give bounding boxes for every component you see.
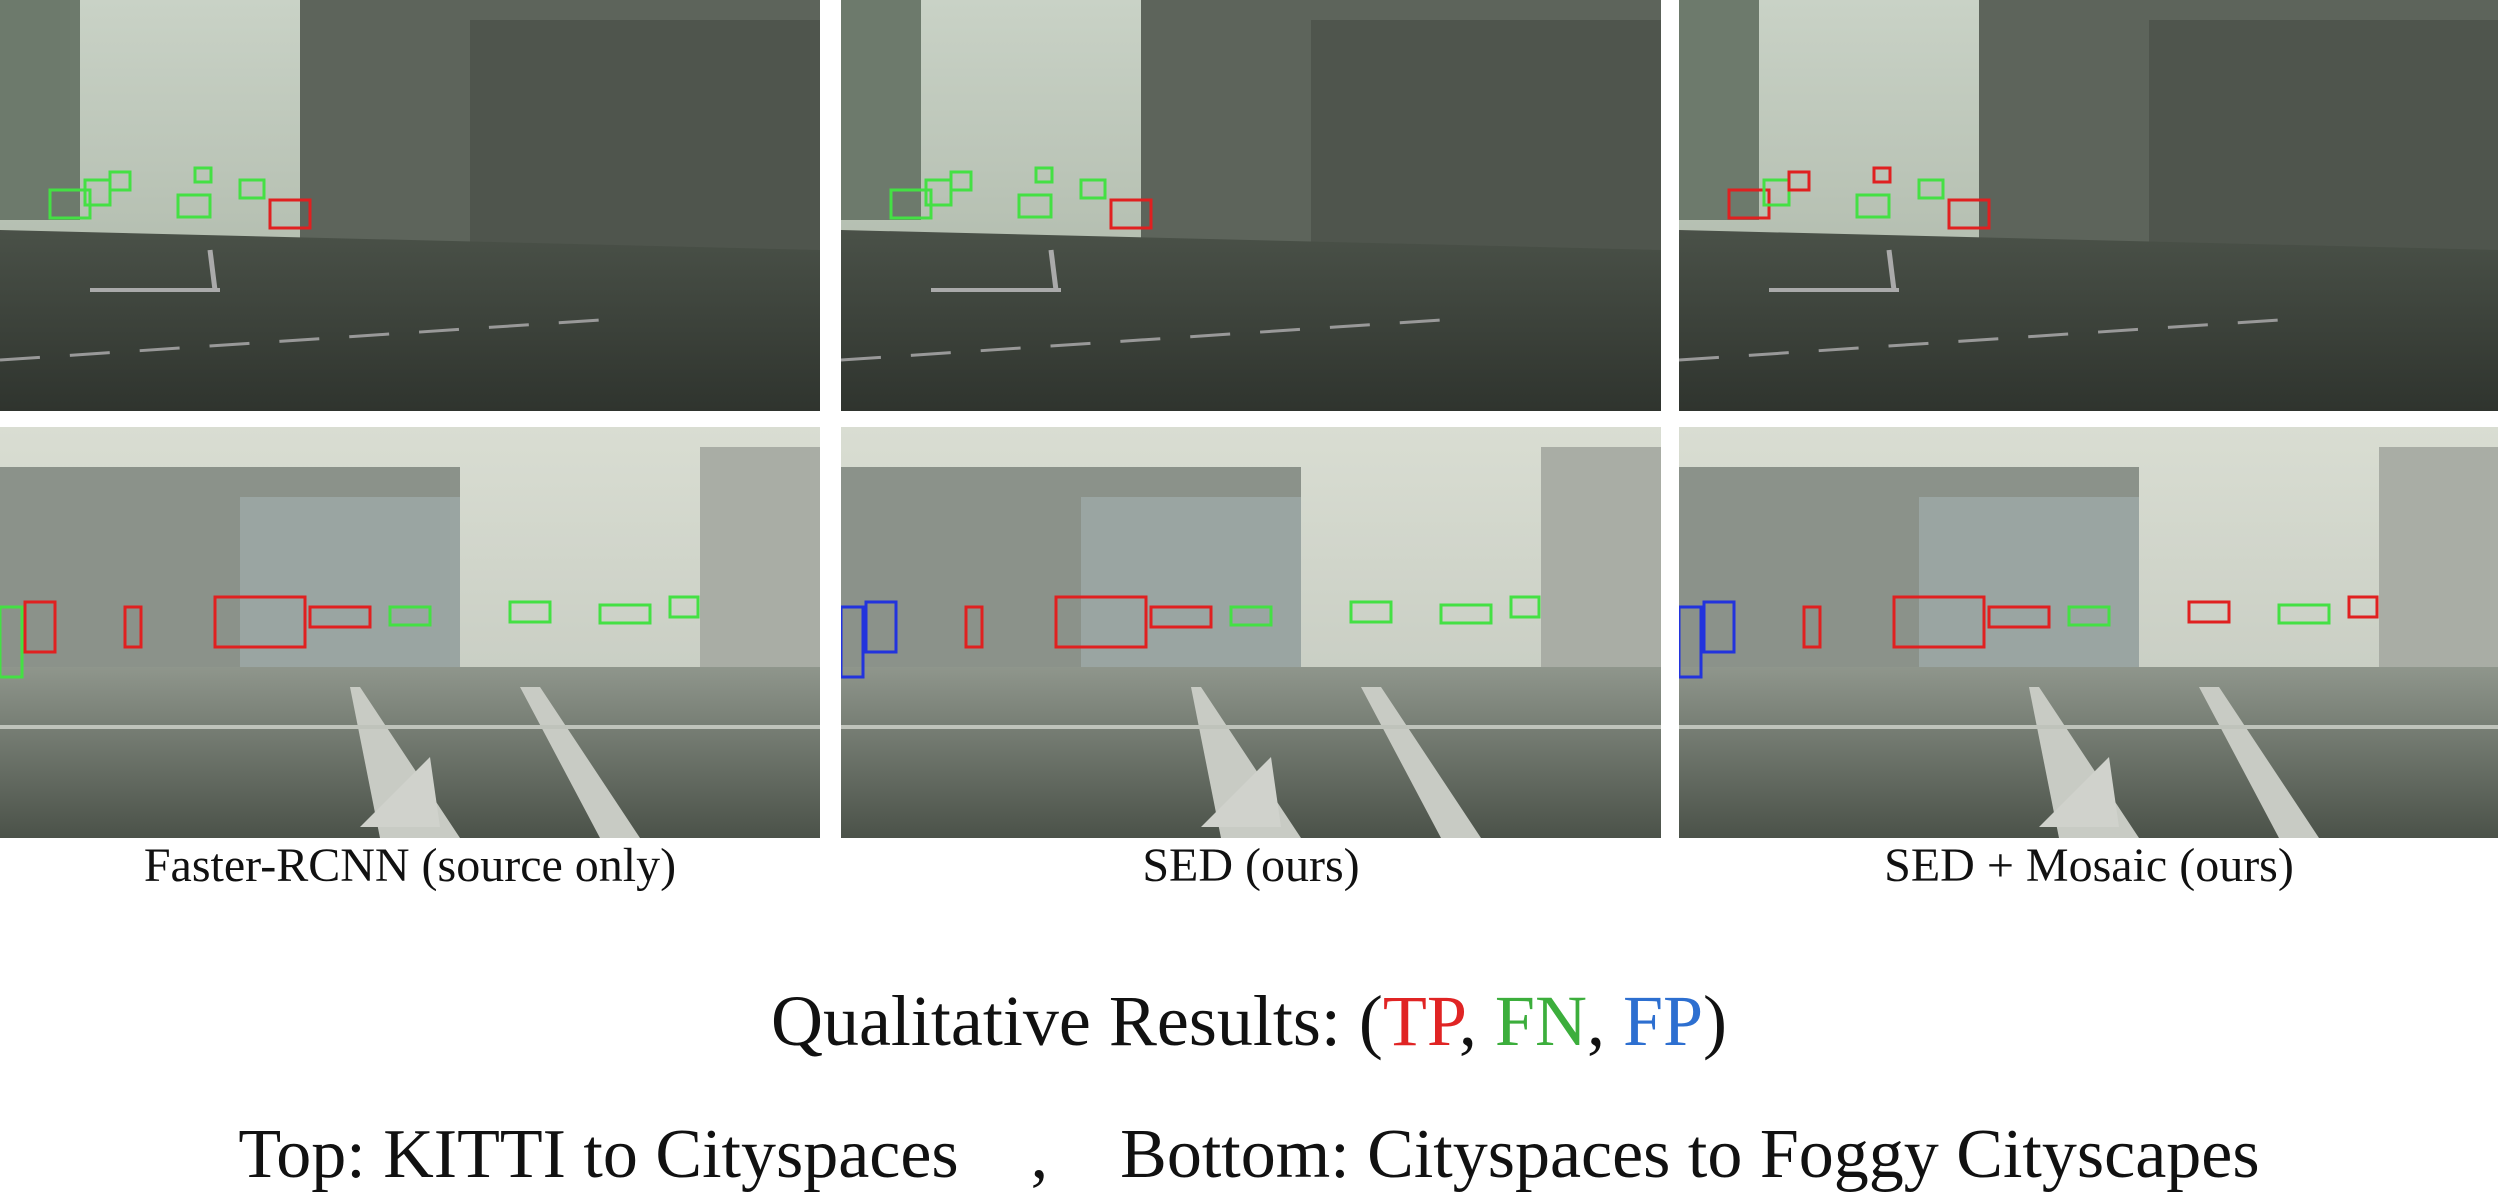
result-image <box>1679 0 2498 411</box>
detection-box <box>1017 193 1053 219</box>
detection-box <box>388 605 432 627</box>
detection-box <box>2277 603 2331 625</box>
scene <box>1679 0 2498 411</box>
legend-item: FP <box>1622 981 1704 1061</box>
legend-item: FN <box>1494 981 1587 1061</box>
detection-box <box>1079 178 1107 200</box>
detection-box <box>1229 605 1273 627</box>
detection-box <box>964 605 984 649</box>
scene <box>0 0 820 411</box>
detection-box <box>1109 198 1153 230</box>
legend-suffix: ) <box>1703 981 1728 1061</box>
caption: SED + Mosaic (ours) <box>1884 839 2294 892</box>
detection-box <box>924 178 953 207</box>
detection-box <box>1509 595 1541 619</box>
legend: Qualitative Results: (TP, FN, FP) <box>0 980 2498 1063</box>
detection-box <box>1762 178 1791 207</box>
scene <box>841 0 1661 411</box>
detection-box <box>1149 605 1213 629</box>
caption: Faster-RCNN (source only) <box>143 839 677 892</box>
scene <box>1679 427 2498 838</box>
detection-box <box>508 600 552 624</box>
detection-box <box>83 178 112 207</box>
detection-box <box>1855 193 1891 219</box>
detection-box <box>2067 605 2111 627</box>
legend-separator: , <box>1586 981 1623 1061</box>
detection-box <box>108 170 132 192</box>
detection-box <box>268 198 312 230</box>
detection-box <box>1872 166 1892 184</box>
caption: SED (ours) <box>1142 839 1360 892</box>
detection-box <box>1947 198 1991 230</box>
result-image <box>0 0 820 411</box>
footer-separator: , <box>1030 1116 1049 1193</box>
detection-box <box>1787 170 1811 192</box>
detection-box <box>176 193 212 219</box>
scene <box>0 427 820 838</box>
legend-separator: , <box>1458 981 1495 1061</box>
detection-box <box>308 605 372 629</box>
detection-box <box>668 595 700 619</box>
result-image <box>841 427 1661 838</box>
detection-box <box>213 595 307 649</box>
detection-box <box>23 600 57 654</box>
result-image <box>0 427 820 838</box>
detection-box <box>1439 603 1493 625</box>
detection-box <box>0 605 24 679</box>
detection-box <box>1987 605 2051 629</box>
detection-box <box>1917 178 1945 200</box>
detection-box <box>238 178 266 200</box>
detection-box <box>1702 600 1736 654</box>
detection-box <box>1679 605 1703 679</box>
result-image <box>1679 427 2498 838</box>
scene <box>841 427 1661 838</box>
detection-box <box>598 603 652 625</box>
detection-box <box>1034 166 1054 184</box>
detection-box <box>1349 600 1393 624</box>
footer-top: Top: KITTI to Cityspaces <box>238 1116 959 1193</box>
footer: Top: KITTI to Cityspaces, Bottom: Cityspa… <box>0 1115 2498 1195</box>
detection-box <box>1054 595 1148 649</box>
footer-bottom: Bottom: Cityspaces to Foggy Cityscapes <box>1120 1116 2260 1193</box>
detection-box <box>949 170 973 192</box>
detection-box <box>841 605 865 679</box>
detection-box <box>1892 595 1986 649</box>
detection-box <box>123 605 143 649</box>
detection-box <box>2187 600 2231 624</box>
legend-item: TP <box>1382 981 1459 1061</box>
detection-box <box>864 600 898 654</box>
detection-box <box>193 166 213 184</box>
detection-box <box>1802 605 1822 649</box>
detection-box <box>2347 595 2379 619</box>
legend-prefix: Qualitative Results: ( <box>770 981 1383 1061</box>
result-image <box>841 0 1661 411</box>
